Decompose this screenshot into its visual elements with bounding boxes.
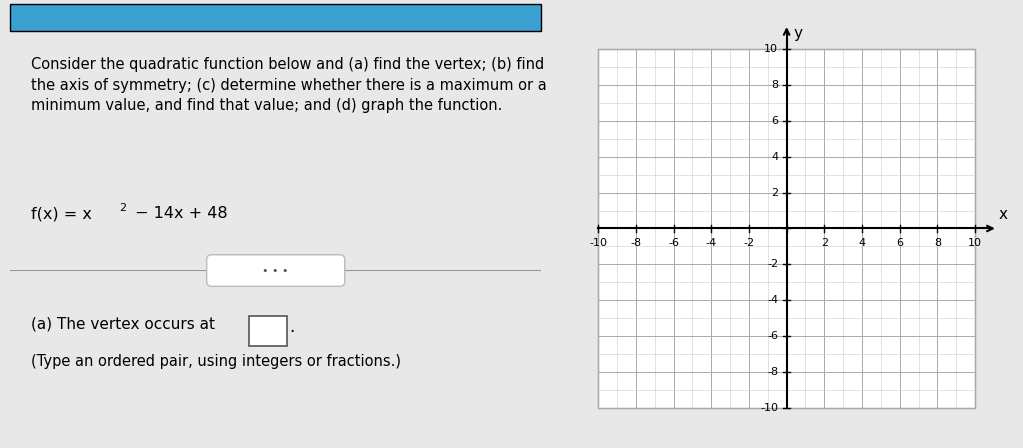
Text: -4: -4 [767, 295, 779, 305]
Text: 2: 2 [820, 238, 828, 248]
Text: Consider the quadratic function below and (a) find the vertex; (b) find
the axis: Consider the quadratic function below an… [32, 57, 547, 113]
Text: -6: -6 [767, 331, 779, 341]
Text: -6: -6 [668, 238, 679, 248]
Bar [598, 49, 975, 408]
Text: x: x [998, 207, 1008, 222]
Text: .: . [288, 319, 295, 336]
Text: • • •: • • • [263, 266, 288, 276]
Text: 8: 8 [771, 80, 779, 90]
Text: -2: -2 [767, 259, 779, 269]
Text: (a) The vertex occurs at: (a) The vertex occurs at [32, 316, 216, 331]
Text: 10: 10 [968, 238, 982, 248]
Text: -10: -10 [589, 238, 608, 248]
Text: − 14x + 48: − 14x + 48 [130, 207, 227, 221]
Text: f(x) = x: f(x) = x [32, 207, 92, 221]
FancyBboxPatch shape [250, 316, 287, 345]
Text: -2: -2 [744, 238, 755, 248]
FancyBboxPatch shape [10, 4, 541, 31]
Text: 4: 4 [858, 238, 865, 248]
Text: -8: -8 [767, 367, 779, 377]
Text: 6: 6 [771, 116, 779, 126]
Text: (Type an ordered pair, using integers or fractions.): (Type an ordered pair, using integers or… [32, 353, 401, 369]
Text: 8: 8 [934, 238, 941, 248]
Text: -4: -4 [706, 238, 717, 248]
Text: -10: -10 [760, 403, 779, 413]
Text: 2: 2 [119, 203, 126, 213]
Text: 2: 2 [771, 188, 779, 198]
Text: 6: 6 [896, 238, 903, 248]
FancyBboxPatch shape [207, 255, 345, 286]
Text: -8: -8 [630, 238, 641, 248]
Text: 4: 4 [771, 152, 779, 162]
Text: y: y [793, 26, 802, 41]
Text: 10: 10 [764, 44, 779, 54]
